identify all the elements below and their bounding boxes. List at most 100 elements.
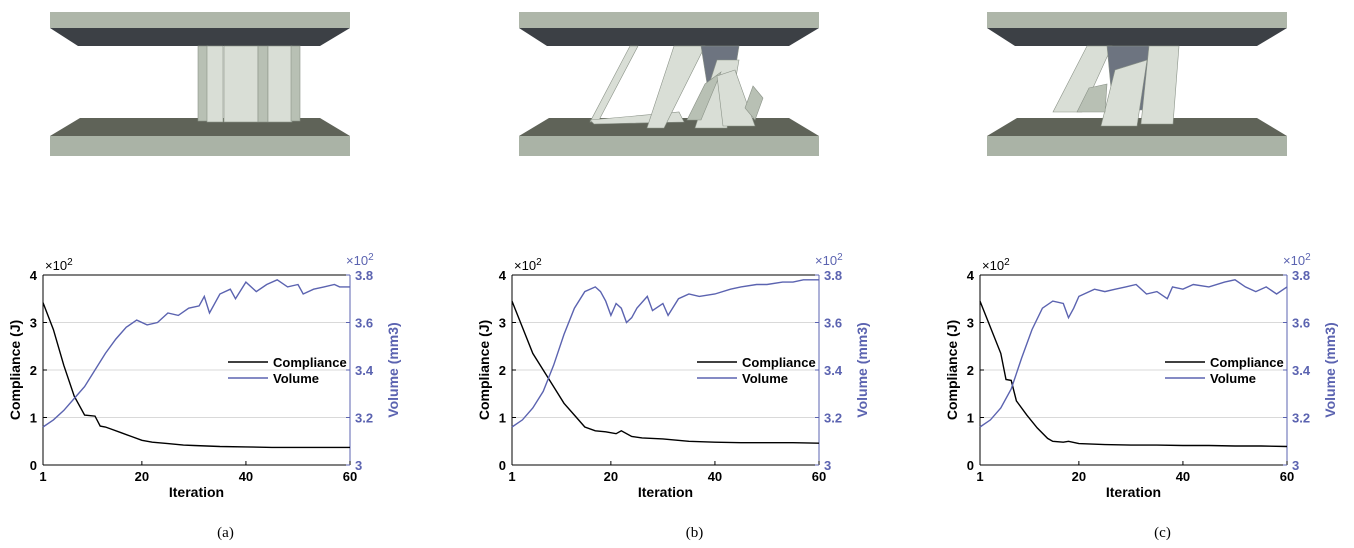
caption-b: (b) (685, 525, 704, 541)
caption-c: (c) (1154, 525, 1171, 541)
panel-a: 1 20 40 60 0 1 2 3 4 3 3.2 3.4 3.6 3.8 ×102 ×102 Iterati… (0, 0, 451, 548)
left-multiplier: ×102 (514, 257, 542, 273)
left-tick-label: 3 (499, 316, 506, 331)
x-axis-label: Iteration (638, 484, 693, 500)
right-tick-label: 3.4 (1292, 363, 1311, 378)
series-line-compliance (42, 302, 350, 449)
right-tick-label: 3.8 (824, 268, 842, 283)
left-tick-label: 0 (499, 458, 506, 473)
right-tick-label: 3.8 (355, 268, 373, 283)
structure-render-a (50, 12, 350, 156)
x-tick-label: 60 (1280, 469, 1294, 484)
column (257, 45, 269, 123)
strut (1100, 59, 1148, 127)
legend-label: Volume (742, 371, 788, 386)
legend-label: Compliance (1210, 355, 1284, 370)
column (290, 45, 301, 122)
x-axis-label: Iteration (169, 484, 224, 500)
left-multiplier: ×102 (45, 257, 73, 273)
bottom-plate-front (519, 136, 819, 156)
x-axis-label: Iteration (1106, 484, 1161, 500)
x-tick-label: 40 (708, 469, 722, 484)
top-plate-face (50, 12, 350, 28)
series-line-volume (42, 279, 350, 428)
strut (1140, 45, 1180, 125)
x-tick-label: 60 (812, 469, 826, 484)
strut (1076, 83, 1108, 113)
series-line-volume (979, 279, 1288, 428)
bottom-plate-top (50, 118, 350, 136)
column (206, 45, 224, 123)
left-axis-label: Compliance (J) (944, 320, 960, 420)
bottom-plate-front (987, 136, 1287, 156)
column (267, 45, 293, 123)
column (197, 45, 209, 122)
top-plate-face (987, 12, 1287, 28)
right-multiplier: ×102 (815, 252, 843, 268)
legend-label: Compliance (273, 355, 347, 370)
left-tick-label: 1 (499, 411, 506, 426)
bottom-plate-top (987, 118, 1287, 136)
caption-a: (a) (217, 525, 234, 541)
structure-render-c (987, 12, 1287, 156)
top-plate-underside (519, 28, 819, 46)
left-axis-label: Compliance (J) (7, 320, 23, 420)
top-plate-underside (50, 28, 350, 46)
panel-b: 1 20 40 60 0 1 2 3 4 3 3.2 3.4 3.6 3.8 ×102 ×102 Iterati… (469, 0, 920, 548)
left-multiplier: ×102 (982, 257, 1010, 273)
right-axis-label: Volume (mm3) (854, 322, 870, 417)
strut (744, 85, 764, 121)
series-line-compliance (511, 300, 820, 444)
left-tick-label: 3 (967, 316, 974, 331)
panel-c: 1 20 40 60 0 1 2 3 4 3 3.2 3.4 3.6 3.8 ×102 ×102 Iterati… (937, 0, 1354, 548)
strut (716, 69, 756, 127)
x-tick-label: 1 (508, 469, 515, 484)
left-tick-label: 4 (499, 268, 507, 283)
top-plate-face (519, 12, 819, 28)
left-axis-label: Compliance (J) (476, 320, 492, 420)
x-tick-label: 60 (343, 469, 357, 484)
legend-label: Volume (1210, 371, 1256, 386)
right-tick-label: 3.6 (355, 316, 373, 331)
x-tick-label: 20 (1072, 469, 1086, 484)
right-axis-label: Volume (mm3) (385, 322, 401, 417)
left-tick-label: 3 (30, 316, 37, 331)
bottom-plate-front (50, 136, 350, 156)
x-tick-label: 40 (1176, 469, 1190, 484)
top-plate-underside (987, 28, 1287, 46)
right-tick-label: 3.6 (1292, 316, 1310, 331)
right-tick-label: 3.6 (824, 316, 842, 331)
right-tick-label: 3 (1292, 458, 1299, 473)
right-tick-label: 3.8 (1292, 268, 1310, 283)
x-tick-label: 1 (39, 469, 46, 484)
right-tick-label: 3.2 (824, 411, 842, 426)
left-tick-label: 0 (30, 458, 37, 473)
left-tick-label: 2 (499, 363, 506, 378)
x-tick-label: 1 (976, 469, 983, 484)
legend-label: Volume (273, 371, 319, 386)
right-multiplier: ×102 (346, 252, 374, 268)
right-tick-label: 3.2 (355, 411, 373, 426)
right-axis-label: Volume (mm3) (1322, 322, 1338, 417)
left-tick-label: 2 (967, 363, 974, 378)
structure-render-b (519, 12, 819, 156)
left-tick-label: 1 (967, 411, 974, 426)
strut (589, 45, 639, 123)
left-tick-label: 2 (30, 363, 37, 378)
right-multiplier: ×102 (1283, 252, 1311, 268)
strut (686, 71, 722, 121)
right-tick-label: 3.4 (355, 363, 374, 378)
column (223, 45, 259, 123)
right-tick-label: 3 (355, 458, 362, 473)
right-tick-label: 3 (824, 458, 831, 473)
left-tick-label: 4 (967, 268, 975, 283)
left-tick-label: 1 (30, 411, 37, 426)
series-line-compliance (979, 300, 1288, 448)
left-tick-label: 4 (30, 268, 38, 283)
x-tick-label: 20 (604, 469, 618, 484)
right-tick-label: 3.2 (1292, 411, 1310, 426)
series-line-volume (511, 279, 819, 428)
